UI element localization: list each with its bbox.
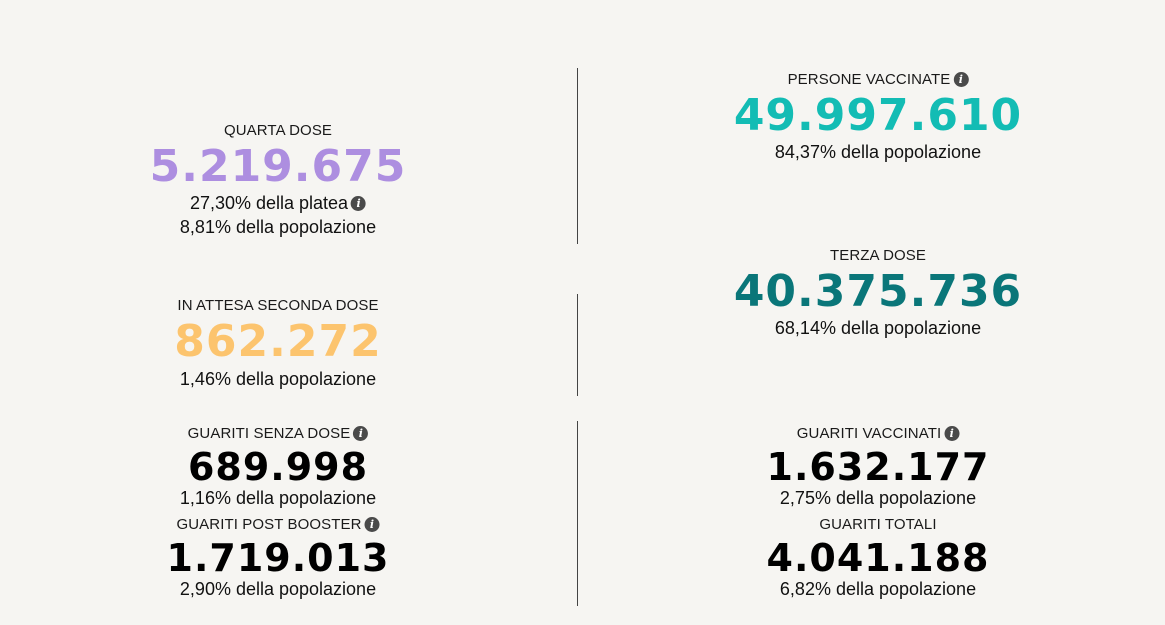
stat-percent-popolazione: 2,75% della popolazione	[779, 488, 977, 508]
info-icon[interactable]: i	[944, 426, 960, 441]
stat-label: GUARITI SENZA DOSE	[187, 425, 351, 442]
stat-persone-vaccinate: PERSONE VACCINATE i 49.997.610 84,37% del…	[734, 68, 1022, 165]
stat-percent-popolazione: 2,90% della popolazione	[179, 579, 377, 599]
stat-value: 49.997.610	[733, 90, 1023, 141]
stat-guariti-vaccinati: GUARITI VACCINATI i 1.632.177 2,75% della…	[767, 422, 990, 511]
stat-label: GUARITI POST BOOSTER	[176, 516, 362, 533]
stat-label: GUARITI VACCINATI	[796, 425, 942, 442]
stat-guariti-post-booster: GUARITI POST BOOSTER i 1.719.013 2,90% de…	[167, 513, 390, 602]
stat-percent-popolazione: 8,81% della popolazione	[179, 217, 377, 237]
stat-percent-popolazione: 1,16% della popolazione	[179, 488, 377, 508]
stat-percent-popolazione: 1,46% della popolazione	[179, 369, 377, 389]
stat-value: 689.998	[187, 445, 369, 489]
stat-guariti-senza-dose: GUARITI SENZA DOSE i 689.998 1,16% della …	[180, 422, 376, 511]
stat-percent-popolazione: 6,82% della popolazione	[779, 579, 977, 599]
stat-percent-popolazione: 68,14% della popolazione	[774, 318, 982, 338]
stat-percent-popolazione: 84,37% della popolazione	[774, 142, 982, 162]
info-icon[interactable]: i	[353, 426, 369, 441]
info-icon[interactable]: i	[351, 196, 367, 211]
info-icon[interactable]: i	[953, 72, 969, 87]
stat-value: 4.041.188	[766, 536, 990, 580]
stat-label: PERSONE VACCINATE	[787, 71, 951, 88]
stat-label: TERZA DOSE	[829, 247, 927, 264]
stat-in-attesa-seconda-dose: IN ATTESA SECONDA DOSE 862.272 1,46% del…	[174, 294, 381, 392]
stat-value: 5.219.675	[149, 141, 407, 192]
stat-value: 862.272	[174, 316, 382, 367]
divider-middle	[577, 294, 578, 396]
stat-label: QUARTA DOSE	[223, 122, 333, 139]
stat-guariti-totali: GUARITI TOTALI 4.041.188 6,82% della pop…	[767, 513, 990, 602]
stat-label: IN ATTESA SECONDA DOSE	[177, 297, 379, 314]
divider-top	[577, 68, 578, 244]
stat-label: GUARITI TOTALI	[819, 516, 937, 533]
stat-terza-dose: TERZA DOSE 40.375.736 68,14% della popol…	[734, 244, 1022, 341]
info-icon[interactable]: i	[364, 517, 380, 532]
stat-quarta-dose: QUARTA DOSE 5.219.675 27,30% della plate…	[150, 119, 407, 240]
stat-value: 40.375.736	[733, 266, 1023, 317]
divider-bottom	[577, 421, 578, 606]
stat-value: 1.719.013	[166, 536, 390, 580]
stat-value: 1.632.177	[766, 445, 990, 489]
stat-percent-platea: 27,30% della platea	[189, 193, 349, 213]
